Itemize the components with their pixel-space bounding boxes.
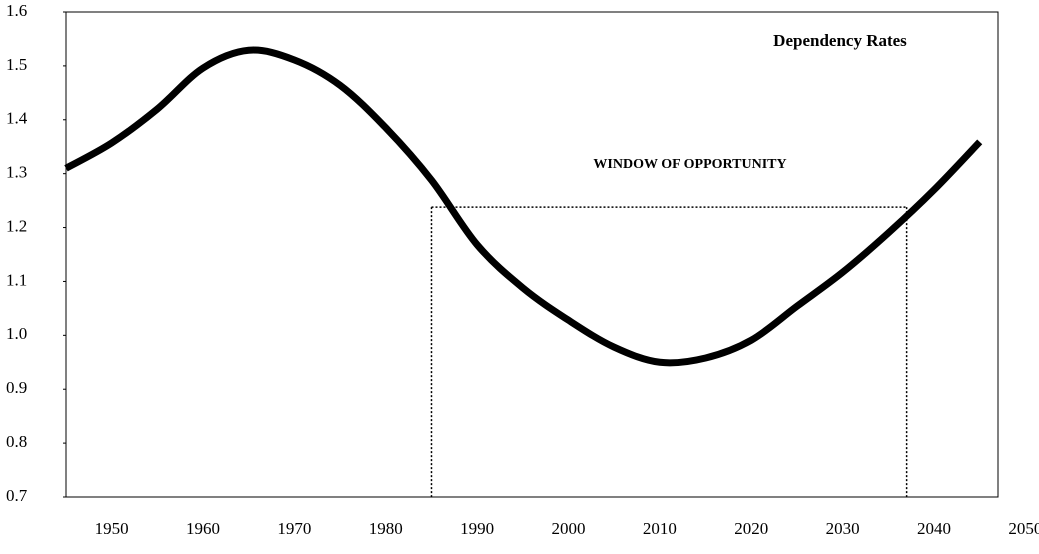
y-tick-label: 1.1: [6, 270, 27, 289]
y-tick-label: 1.5: [6, 55, 27, 74]
annotation: Dependency Rates: [773, 31, 907, 50]
x-tick-label: 2010: [643, 519, 677, 538]
annotation: WINDOW OF OPPORTUNITY: [593, 157, 786, 172]
y-tick-label: 1.0: [6, 324, 27, 343]
y-tick-label: 1.2: [6, 216, 27, 235]
y-tick-label: 1.3: [6, 163, 27, 182]
x-tick-label: 2020: [734, 519, 768, 538]
y-tick-label: 1.4: [6, 109, 28, 128]
x-tick-label: 1970: [277, 519, 311, 538]
y-tick-label: 0.7: [6, 486, 28, 505]
y-tick-label: 0.9: [6, 378, 27, 397]
y-tick-label: 0.8: [6, 432, 27, 451]
x-tick-label: 2040: [917, 519, 951, 538]
x-tick-label: 1950: [95, 519, 129, 538]
x-tick-label: 2050: [1008, 519, 1039, 538]
x-tick-label: 2000: [552, 519, 586, 538]
x-tick-label: 2030: [826, 519, 860, 538]
y-tick-label: 1.6: [6, 1, 27, 20]
plot-frame: [65, 11, 999, 498]
x-tick-label: 1990: [460, 519, 494, 538]
x-tick-label: 1960: [186, 519, 220, 538]
line-series: [64, 46, 983, 367]
x-tick-label: 1980: [369, 519, 403, 538]
